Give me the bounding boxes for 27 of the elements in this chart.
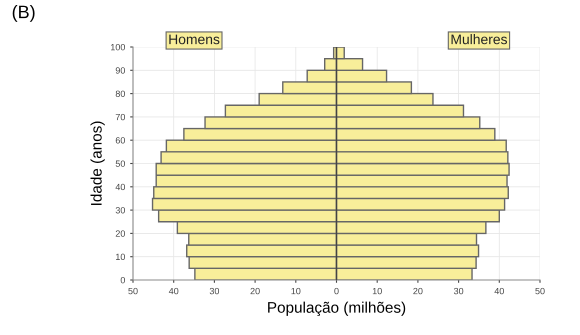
x-tick-label: 50	[535, 288, 545, 294]
x-tick-label: 40	[168, 288, 178, 294]
x-axis-title: População (milhões)	[268, 302, 406, 316]
x-tick-label: 30	[454, 288, 464, 294]
y-tick-label: 10	[116, 254, 126, 260]
x-tick-label: 10	[291, 288, 300, 294]
x-tick-label: 30	[210, 288, 220, 294]
y-tick-label: 50	[116, 160, 126, 167]
x-tick-label: 20	[250, 288, 260, 294]
y-tick-label: 90	[116, 67, 126, 74]
x-tick-label: 40	[494, 288, 504, 294]
y-tick-label: 100	[110, 44, 126, 50]
y-axis-title: Idade (anos)	[90, 122, 105, 205]
y-tick-label: 30	[116, 207, 126, 214]
x-tick-label: 50	[128, 288, 138, 294]
y-tick-label: 80	[116, 90, 126, 97]
y-tick-label: 0	[120, 276, 126, 284]
x-tick-label: 20	[413, 288, 423, 294]
y-tick-label: 20	[116, 230, 126, 237]
x-tick-label: 10	[372, 288, 382, 294]
text: Homens	[169, 34, 220, 44]
y-tick-label: 70	[116, 114, 126, 120]
text: Mulheres	[452, 34, 508, 44]
y-tick-label: 60	[116, 137, 126, 144]
y-tick-label: 40	[116, 184, 126, 190]
text: (B)	[12, 5, 35, 22]
x-tick-label: 0	[334, 288, 339, 294]
